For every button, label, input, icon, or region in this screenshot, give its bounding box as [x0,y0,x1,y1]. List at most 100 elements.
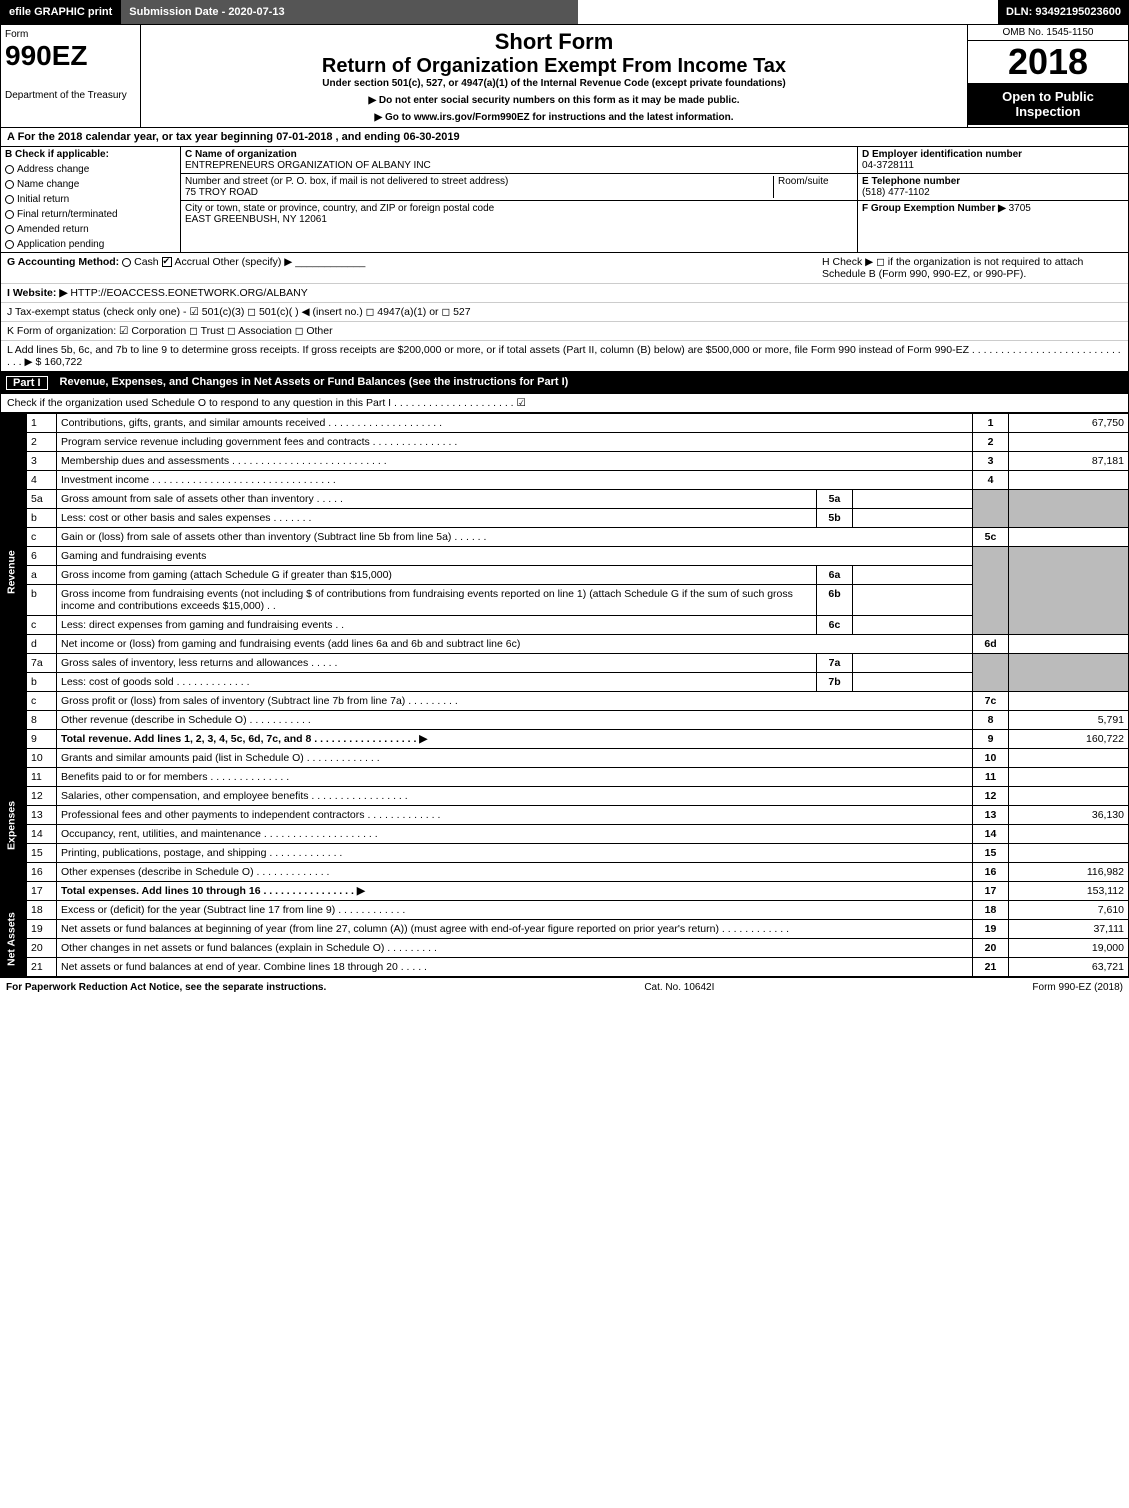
row-9-amt: 160,722 [1009,730,1129,749]
line-l: L Add lines 5b, 6c, and 7b to line 9 to … [1,341,1128,371]
row-10-amt [1009,749,1129,768]
tax-year: 2018 [968,41,1128,83]
row-3-num: 3 [27,452,57,471]
row-6d-desc: Net income or (loss) from gaming and fun… [57,635,973,654]
row-14-num: 14 [27,825,57,844]
row-20-desc: Other changes in net assets or fund bala… [57,939,973,958]
part-1-check: Check if the organization used Schedule … [0,394,1129,413]
form-year-box: OMB No. 1545-1150 2018 Open to Public In… [968,25,1128,127]
row-14-ref: 14 [973,825,1009,844]
section-revenue-end [1,730,27,749]
line-a-period: A For the 2018 calendar year, or tax yea… [0,128,1129,147]
lines-g-l: G Accounting Method: Cash Accrual Other … [0,253,1129,372]
row-9-num: 9 [27,730,57,749]
row-6-desc: Gaming and fundraising events [57,547,973,566]
row-17-desc: Total expenses. Add lines 10 through 16 … [57,882,973,901]
row-21-amt: 63,721 [1009,958,1129,977]
radio-cash[interactable] [122,258,131,267]
row-12-ref: 12 [973,787,1009,806]
omb-number: OMB No. 1545-1150 [968,25,1128,41]
row-4-desc: Investment income . . . . . . . . . . . … [57,471,973,490]
section-revenue: Revenue [1,414,27,730]
form-number-box: Form 990EZ Department of the Treasury [1,25,141,127]
website-url[interactable]: HTTP://EOACCESS.EONETWORK.ORG/ALBANY [70,287,307,299]
row-8-desc: Other revenue (describe in Schedule O) .… [57,711,973,730]
row-17-num: 17 [27,882,57,901]
lbl-street: Number and street (or P. O. box, if mail… [185,176,508,187]
row-2-desc: Program service revenue including govern… [57,433,973,452]
shade-6 [973,547,1009,635]
row-19-ref: 19 [973,920,1009,939]
row-6d-ref: 6d [973,635,1009,654]
row-6-num: 6 [27,547,57,566]
row-13-ref: 13 [973,806,1009,825]
box-b: B Check if applicable: Address change Na… [1,147,181,252]
form-header: Form 990EZ Department of the Treasury Sh… [0,24,1129,128]
section-net-assets: Net Assets [1,901,27,977]
row-3-desc: Membership dues and assessments . . . . … [57,452,973,471]
row-7b-num: b [27,673,57,692]
row-6a-num: a [27,566,57,585]
row-3-ref: 3 [973,452,1009,471]
row-6a-desc: Gross income from gaming (attach Schedul… [57,566,817,585]
line-h: H Check ▶ ◻ if the organization is not r… [822,256,1122,280]
dln: DLN: 93492195023600 [998,0,1129,24]
box-b-title: B Check if applicable: [5,149,109,160]
part-title: Revenue, Expenses, and Changes in Net As… [60,376,569,390]
row-17-ref: 17 [973,882,1009,901]
row-21-num: 21 [27,958,57,977]
org-street: 75 TROY ROAD [185,187,258,198]
submission-date: Submission Date - 2020-07-13 [121,0,578,24]
shade-7-amt [1009,654,1129,692]
box-def: D Employer identification number 04-3728… [858,147,1128,252]
row-15-amt [1009,844,1129,863]
lbl-final-return: Final return/terminated [17,209,118,220]
footer-right: Form 990-EZ (2018) [1032,982,1123,993]
row-7c-amt [1009,692,1129,711]
row-15-ref: 15 [973,844,1009,863]
row-6d-num: d [27,635,57,654]
check-amended-return[interactable] [5,225,14,234]
row-11-amt [1009,768,1129,787]
check-initial-return[interactable] [5,195,14,204]
lbl-phone: E Telephone number [862,176,960,187]
check-application-pending[interactable] [5,240,14,249]
row-7a-sub: 7a [817,654,853,673]
finance-table: Revenue 1 Contributions, gifts, grants, … [0,413,1129,977]
row-1-ref: 1 [973,414,1009,433]
check-address-change[interactable] [5,165,14,174]
lbl-city: City or town, state or province, country… [185,203,494,214]
check-final-return[interactable] [5,210,14,219]
row-2-amt [1009,433,1129,452]
check-name-change[interactable] [5,180,14,189]
line-j: J Tax-exempt status (check only one) - ☑… [1,303,1128,322]
efile-print-button[interactable]: efile GRAPHIC print [0,0,121,24]
check-accrual[interactable] [162,257,172,267]
row-11-desc: Benefits paid to or for members . . . . … [57,768,973,787]
row-1-desc: Contributions, gifts, grants, and simila… [57,414,973,433]
row-11-ref: 11 [973,768,1009,787]
lbl-address-change: Address change [17,164,89,175]
row-5c-desc: Gain or (loss) from sale of assets other… [57,528,973,547]
row-5b-num: b [27,509,57,528]
row-1-amt: 67,750 [1009,414,1129,433]
row-13-num: 13 [27,806,57,825]
row-19-desc: Net assets or fund balances at beginning… [57,920,973,939]
row-4-ref: 4 [973,471,1009,490]
lbl-application-pending: Application pending [17,239,104,250]
form-note-2[interactable]: ▶ Go to www.irs.gov/Form990EZ for instru… [147,112,961,123]
row-7a-subamt [853,654,973,673]
row-7b-desc: Less: cost of goods sold . . . . . . . .… [57,673,817,692]
form-word: Form [5,29,136,40]
org-name: ENTREPRENEURS ORGANIZATION OF ALBANY INC [185,160,431,171]
row-10-ref: 10 [973,749,1009,768]
box-c: C Name of organization ENTREPRENEURS ORG… [181,147,858,252]
lbl-room: Room/suite [778,176,829,187]
row-1-num: 1 [27,414,57,433]
row-10-num: 10 [27,749,57,768]
row-5b-subamt [853,509,973,528]
row-12-num: 12 [27,787,57,806]
row-6c-sub: 6c [817,616,853,635]
lbl-other-method: Other (specify) ▶ [212,256,292,268]
row-20-ref: 20 [973,939,1009,958]
